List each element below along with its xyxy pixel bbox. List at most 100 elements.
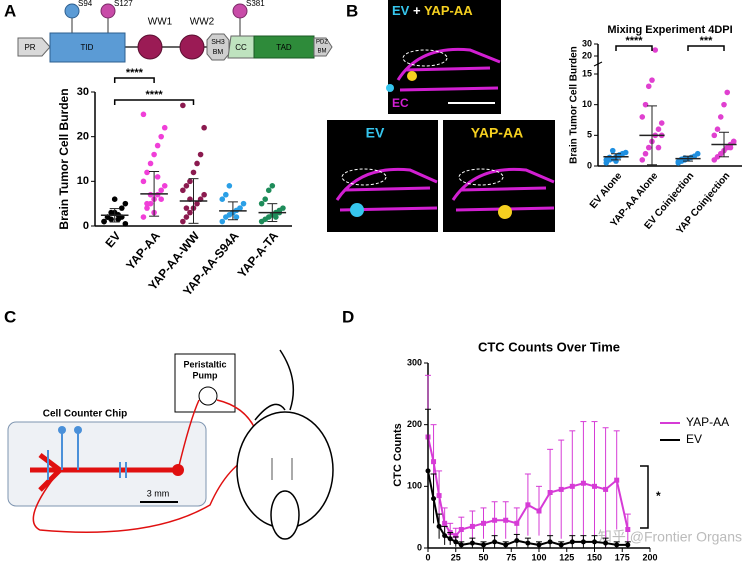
- data-point: [481, 542, 486, 548]
- data-point: [151, 151, 157, 158]
- data-point: [514, 520, 520, 526]
- data-point: [525, 540, 531, 546]
- y-tick-label: 15: [582, 68, 592, 78]
- data-point: [453, 539, 459, 545]
- data-point: [721, 101, 727, 108]
- data-point: [536, 508, 542, 514]
- y-tick-label: 0: [587, 160, 592, 170]
- significance-bracket: [640, 465, 649, 529]
- data-point: [158, 133, 164, 140]
- panel-label: C: [4, 307, 16, 326]
- data-point: [147, 191, 154, 198]
- data-point: [425, 468, 431, 474]
- device-diagram: Cell Counter Chip 3 mm Peristaltic Pump: [7, 349, 334, 540]
- data-point: [154, 142, 161, 149]
- data-point: [223, 191, 229, 198]
- panel-label: B: [346, 1, 358, 20]
- data-point: [269, 183, 276, 189]
- data-point: [447, 536, 453, 542]
- data-point: [258, 200, 265, 207]
- data-point: [201, 191, 207, 198]
- data-point: [194, 160, 200, 167]
- data-point: [655, 144, 662, 151]
- data-point: [492, 517, 498, 523]
- data-point: [652, 47, 659, 53]
- data-point: [442, 520, 448, 526]
- data-point: [436, 523, 442, 529]
- x-tick-label: YAP-AA: [123, 229, 163, 273]
- legend-label: EV: [686, 432, 702, 446]
- data-point: [639, 157, 646, 163]
- y-tick-label: 200: [407, 419, 422, 429]
- panel-label: A: [4, 1, 16, 20]
- data-point: [525, 502, 531, 508]
- site-label: S94: [78, 0, 93, 8]
- data-point: [614, 477, 620, 483]
- y-tick-label: 10: [77, 175, 89, 187]
- data-point: [144, 200, 150, 207]
- data-point: [180, 218, 186, 225]
- x-tick-label: 50: [478, 552, 488, 562]
- data-point: [233, 214, 240, 220]
- data-point: [603, 540, 609, 546]
- domain-label: WW1: [148, 17, 173, 28]
- image-label: EV: [366, 125, 385, 141]
- data-point: [197, 151, 204, 158]
- data-point: [592, 483, 597, 489]
- x-tick-label: 200: [642, 552, 657, 562]
- x-tick-label: 25: [451, 552, 461, 562]
- data-point: [469, 540, 475, 546]
- data-point: [219, 196, 226, 202]
- data-point: [569, 483, 575, 489]
- data-point: [140, 178, 147, 185]
- data-point: [226, 183, 233, 189]
- data-point: [122, 220, 129, 227]
- scale-label: 3 mm: [147, 488, 170, 498]
- data-point: [694, 150, 701, 157]
- data-point: [183, 214, 190, 220]
- x-tick-label: 150: [587, 552, 602, 562]
- data-point: [642, 150, 649, 157]
- y-tick-label: 100: [407, 481, 422, 491]
- image-label: EV: [392, 3, 410, 18]
- data-point: [219, 218, 226, 225]
- y-axis-label: Brain Tumor Cell Burden: [569, 46, 580, 164]
- data-point: [273, 214, 279, 220]
- data-point: [158, 196, 164, 202]
- data-point: [642, 101, 649, 108]
- data-point: [453, 533, 459, 539]
- data-point: [180, 102, 186, 109]
- image-label: EV + YAP-AA: [392, 3, 473, 18]
- significance-label: ****: [625, 35, 643, 47]
- y-tick-label: 0: [417, 542, 422, 552]
- data-point: [717, 114, 724, 120]
- data-point: [609, 147, 616, 154]
- pump-label: Pump: [192, 370, 218, 380]
- panel-label: D: [342, 307, 354, 326]
- site-label: S127: [114, 0, 133, 8]
- pump-label: Peristaltic: [183, 359, 226, 369]
- y-tick-label: 30: [77, 86, 89, 98]
- y-tick-label: 20: [77, 131, 89, 143]
- y-tick-label: 5: [587, 130, 592, 140]
- data-point: [194, 200, 200, 207]
- significance-bracket: [113, 77, 155, 83]
- data-point: [469, 523, 475, 529]
- data-point: [140, 214, 147, 220]
- series-line: [427, 470, 628, 546]
- data-point: [655, 126, 662, 132]
- significance-bracket: [113, 99, 195, 105]
- data-point: [614, 542, 620, 548]
- data-point: [237, 205, 243, 211]
- x-tick-label: 100: [531, 552, 546, 562]
- data-point: [201, 124, 207, 131]
- data-point: [625, 527, 631, 532]
- data-point: [714, 126, 721, 132]
- data-point: [558, 486, 564, 492]
- data-point: [569, 539, 575, 545]
- domain-label: SH3: [211, 39, 225, 46]
- data-point: [265, 187, 272, 194]
- data-point: [481, 520, 486, 526]
- data-point: [431, 459, 437, 465]
- data-point: [240, 200, 247, 207]
